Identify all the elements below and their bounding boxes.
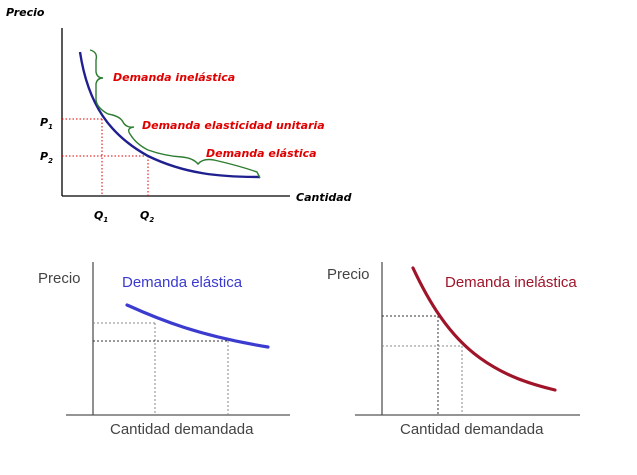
- elastic-x-axis-label: Cantidad demandada: [110, 421, 254, 438]
- top-guides: [62, 118, 149, 196]
- top-y-axis-label: Precio: [6, 6, 45, 19]
- unitary-brace: [107, 113, 149, 151]
- elastic-brace: [147, 149, 261, 179]
- q1-label: Q1: [94, 209, 108, 224]
- elastic-y-axis-label: Precio: [38, 270, 81, 287]
- elastic-demand-curve: [125, 303, 270, 349]
- inelastic-brace: [89, 49, 109, 115]
- inelastic-guides: [382, 315, 463, 415]
- elastic-annotation: Demanda elástica: [206, 147, 317, 160]
- p1-label: P1: [40, 116, 53, 131]
- inelastic-y-axis-label: Precio: [327, 266, 370, 283]
- elastic-curve-label: Demanda elástica: [122, 274, 243, 291]
- inelastic-annotation: Demanda inelástica: [113, 71, 235, 84]
- top-demand-curve: [78, 51, 261, 179]
- top-x-axis-label: Cantidad: [296, 191, 352, 204]
- inelastic-demand-curve: [411, 266, 557, 392]
- elastic-guides: [93, 322, 229, 415]
- inelastic-x-axis-label: Cantidad demandada: [400, 421, 544, 438]
- top-braces: [89, 49, 261, 179]
- q2-label: Q2: [140, 209, 154, 224]
- p2-label: P2: [40, 150, 53, 165]
- elastic-panel: Precio Demanda elástica Cantidad demanda…: [38, 262, 290, 438]
- inelastic-panel: Precio Demanda inelástica Cantidad deman…: [327, 262, 580, 438]
- unitary-annotation: Demanda elasticidad unitaria: [142, 119, 325, 132]
- inelastic-curve-label: Demanda inelástica: [445, 274, 577, 291]
- top-diagram: Precio Cantidad Demanda inelástica Deman…: [6, 6, 352, 224]
